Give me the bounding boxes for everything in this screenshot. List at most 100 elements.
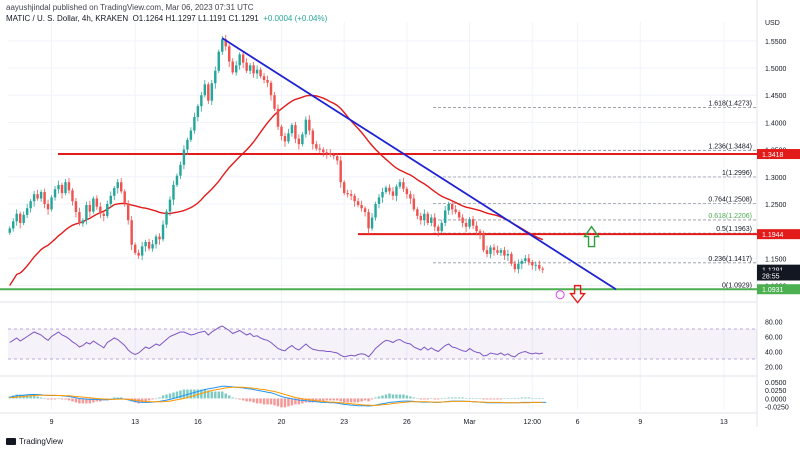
candle-body (290, 125, 294, 134)
candle-body (478, 231, 482, 234)
macd-histogram-bar (259, 398, 262, 404)
fib-level-label: 0.618(1.2206) (708, 213, 752, 220)
candle-body (276, 108, 280, 127)
candle-body (311, 130, 315, 145)
macd-histogram-bar (269, 398, 273, 405)
rsi-pane (8, 325, 757, 360)
macd-histogram-bar (50, 398, 53, 400)
time-tick-label: 9 (50, 419, 54, 426)
candle-body (140, 246, 144, 256)
macd-pane (8, 385, 547, 408)
candle-body (433, 217, 436, 227)
macd-histogram-bar (217, 391, 220, 399)
macd-histogram-bar (503, 398, 506, 399)
candle-body (287, 133, 290, 142)
time-tick-label: 13 (131, 419, 139, 426)
rsi-tick-label: 40.00 (765, 350, 783, 357)
macd-histogram-bar (137, 398, 140, 404)
macd-histogram-bar (402, 394, 405, 399)
candle-body (398, 182, 402, 187)
macd-histogram-bar (464, 398, 468, 399)
macd-histogram-bar (290, 398, 294, 406)
candle-body (262, 76, 266, 81)
macd-histogram-bar (85, 398, 88, 404)
candle-body (252, 65, 255, 74)
candle-body (207, 84, 210, 101)
candle-body (81, 220, 85, 224)
candle-body (259, 69, 262, 77)
candle-body (322, 149, 325, 153)
candle-body (53, 189, 57, 198)
candle-body (245, 62, 248, 71)
candle-body (231, 61, 234, 73)
candle-body (419, 215, 423, 221)
candle-body (255, 69, 259, 74)
macd-histogram-bar (412, 397, 416, 399)
macd-histogram-bar (485, 398, 489, 400)
candle-body (346, 193, 349, 195)
macd-histogram-bar (325, 398, 328, 401)
macd-histogram-bar (182, 389, 186, 399)
candle-body (430, 217, 433, 223)
macd-histogram-bar (245, 398, 248, 402)
candle-body (64, 182, 67, 194)
macd-histogram-bar (179, 390, 182, 399)
candle-body (437, 226, 440, 232)
candle-body (179, 164, 182, 176)
candle-body (133, 244, 137, 253)
time-tick-label: Mar (464, 419, 477, 426)
trendline (221, 37, 617, 291)
candle-body (126, 203, 130, 221)
fib-level-label: 1.618(1.4273) (708, 101, 752, 108)
candle-body (99, 206, 102, 214)
candle-body (248, 65, 252, 71)
candle-body (67, 182, 71, 191)
candle-body (513, 263, 517, 270)
candle-body (102, 213, 106, 216)
candle-body (234, 65, 238, 73)
macd-tick-label: -0.0250 (765, 405, 789, 412)
candle-body (471, 219, 475, 226)
time-tick-label: 6 (576, 419, 580, 426)
macd-histogram-bar (388, 393, 391, 399)
macd-histogram-bar (520, 397, 524, 399)
price-badge-label: 1.1944 (762, 232, 784, 239)
candle-body (308, 119, 311, 131)
macd-histogram-bar (430, 398, 433, 399)
candle-body (92, 198, 95, 212)
candle-body (182, 149, 186, 165)
macd-histogram-bar (255, 398, 259, 404)
symbol-info: MATIC / U. S. Dollar, 4h, KRAKEN O1.1264… (6, 14, 327, 23)
macd-histogram-bar (541, 398, 544, 399)
macd-histogram-bar (221, 391, 224, 399)
footer-brand[interactable]: TradingView (6, 437, 63, 446)
candle-body (384, 187, 388, 192)
price-tick-label: 1.5500 (765, 39, 787, 46)
candle-body (363, 208, 367, 213)
macd-histogram-bar (71, 398, 74, 402)
price-tick-label: 1.4000 (765, 120, 787, 127)
macd-histogram-bar (510, 398, 513, 399)
price-tick-label: 1.3000 (765, 175, 787, 182)
candle-body (269, 82, 273, 96)
macd-histogram-bar (113, 397, 116, 399)
fib-level-label: 0.764(1.2508) (708, 197, 752, 204)
macd-histogram-bar (262, 398, 266, 405)
candle-body (499, 250, 503, 253)
candle-body (349, 194, 353, 196)
candle-body (8, 228, 11, 233)
candle-body (395, 186, 398, 196)
candle-body (297, 138, 301, 145)
macd-histogram-bar (60, 398, 64, 400)
candle-body (301, 134, 304, 145)
candle-body (116, 182, 119, 189)
price-badge (757, 229, 800, 240)
macd-histogram-bar (151, 398, 154, 400)
signal-arrows (555, 225, 600, 304)
candle-body (186, 139, 189, 150)
publisher-line: aayushjindal published on TradingView.co… (6, 3, 254, 12)
candle-body (367, 212, 370, 229)
macd-histogram-bar (482, 398, 485, 400)
candle-body (370, 217, 374, 229)
